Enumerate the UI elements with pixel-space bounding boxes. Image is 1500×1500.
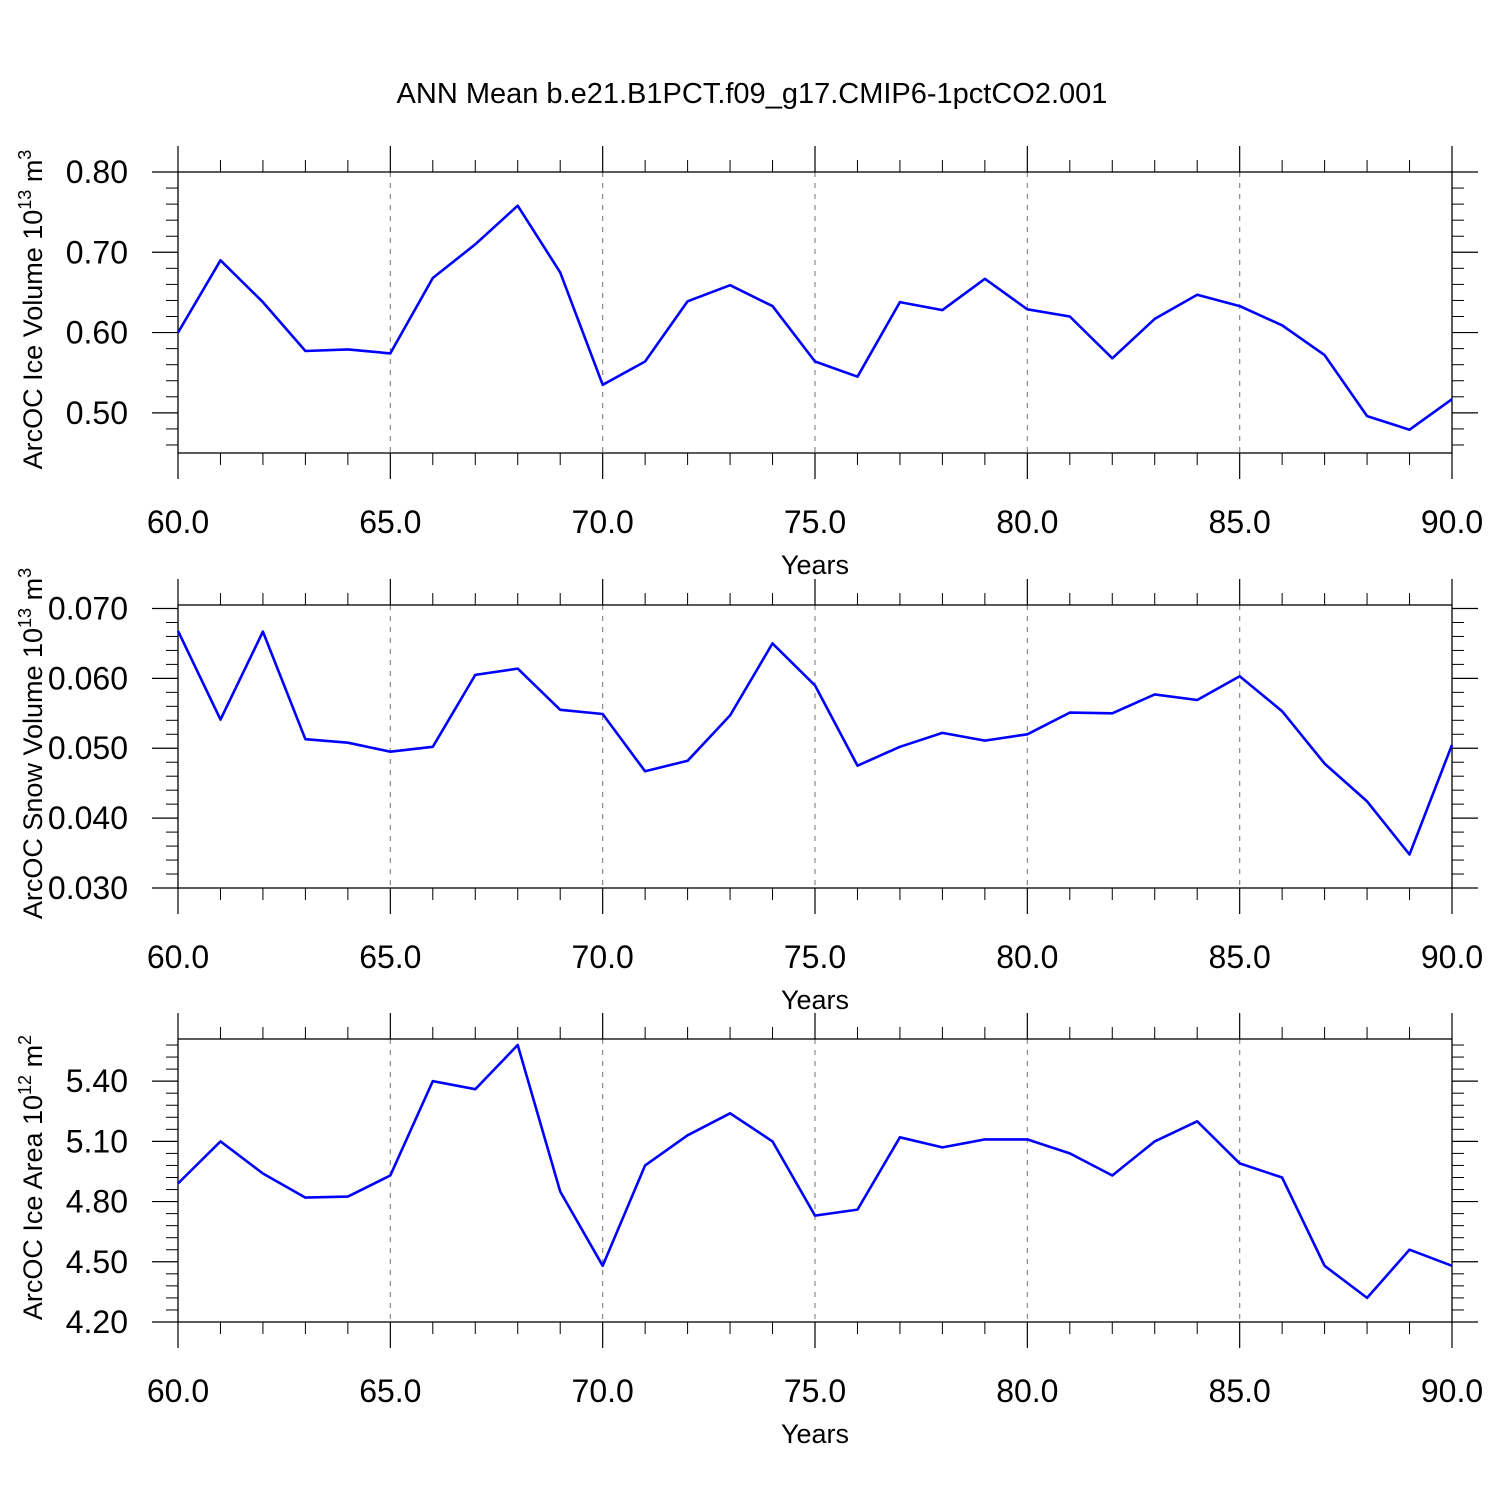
- y-axis-label-part: m: [18, 578, 48, 608]
- y-tick-label: 0.030: [48, 870, 128, 906]
- x-tick-label: 75.0: [784, 939, 846, 975]
- y-tick-label: 4.50: [66, 1244, 128, 1280]
- x-tick-label: 80.0: [996, 939, 1058, 975]
- y-axis-label-part: ArcOC Snow Volume 10: [18, 628, 48, 919]
- y-tick-label: 5.10: [66, 1123, 128, 1159]
- x-axis-label: Years: [781, 550, 849, 580]
- plot-frame: [177, 171, 1453, 454]
- y-axis-label-superscript: 3: [15, 150, 35, 160]
- x-tick-label: 65.0: [359, 504, 421, 540]
- x-tick-label: 90.0: [1421, 939, 1483, 975]
- y-tick-label: 4.20: [66, 1304, 128, 1340]
- y-axis-label-part: ArcOC Ice Area 10: [18, 1095, 48, 1320]
- plot-frame: [177, 1038, 1453, 1323]
- y-tick-label: 0.040: [48, 800, 128, 836]
- x-tick-label: 90.0: [1421, 1373, 1483, 1409]
- x-tick-label: 85.0: [1209, 939, 1271, 975]
- series-line: [176, 630, 1454, 856]
- x-tick-label: 80.0: [996, 1373, 1058, 1409]
- x-tick-label: 75.0: [784, 1373, 846, 1409]
- y-axis-label-superscript: 12: [15, 1075, 35, 1095]
- x-tick-label: 60.0: [147, 1373, 209, 1409]
- y-axis-label-part: ArcOC Ice Volume 10: [18, 210, 48, 470]
- y-axis-label-superscript: 3: [15, 568, 35, 578]
- x-tick-label: 85.0: [1209, 504, 1271, 540]
- panel-3: 60.0 65.0 70.0 75.0 80.0 85.0 90.0 Years 4.20 4.5…: [15, 1013, 1483, 1449]
- panel-2: 60.0 65.0 70.0 75.0 80.0 85.0 90.0 Years 0.030 0.…: [15, 568, 1483, 1015]
- y-axis-label-superscript: 13: [15, 608, 35, 628]
- y-tick-label: 0.060: [48, 660, 128, 696]
- y-tick-label: 0.60: [66, 315, 128, 351]
- x-tick-label: 85.0: [1209, 1373, 1271, 1409]
- panels: 60.0 65.0 70.0 75.0 80.0 85.0 90.0 Years 0.50 0.6…: [15, 146, 1483, 1449]
- y-tick-label: 0.070: [48, 590, 128, 626]
- x-tick-label: 80.0: [996, 504, 1058, 540]
- y-tick-label: 0.050: [48, 730, 128, 766]
- y-axis-label-superscript: 2: [15, 1035, 35, 1045]
- y-tick-label: 0.80: [66, 154, 128, 190]
- chart-title: ANN Mean b.e21.B1PCT.f09_g17.CMIP6-1pctC…: [397, 78, 1108, 110]
- x-axis-label: Years: [781, 1419, 849, 1449]
- y-axis-label-superscript: 13: [15, 190, 35, 210]
- x-tick-label: 70.0: [572, 1373, 634, 1409]
- series-line: [176, 204, 1453, 432]
- x-axis-label: Years: [781, 985, 849, 1015]
- y-tick-label: 0.70: [66, 234, 128, 270]
- x-tick-label: 90.0: [1421, 504, 1483, 540]
- x-tick-label: 70.0: [572, 939, 634, 975]
- x-tick-label: 65.0: [359, 1373, 421, 1409]
- x-tick-label: 65.0: [359, 939, 421, 975]
- y-tick-label: 5.40: [66, 1063, 128, 1099]
- x-tick-label: 70.0: [572, 504, 634, 540]
- series-line: [177, 1043, 1453, 1300]
- x-tick-label: 75.0: [784, 504, 846, 540]
- y-axis-label: ArcOC Ice Area 1012 m2: [15, 1035, 48, 1320]
- y-axis-label-part: m: [18, 160, 48, 190]
- y-axis-label: ArcOC Ice Volume 1013 m3: [15, 150, 48, 470]
- y-tick-label: 0.50: [66, 395, 128, 431]
- y-axis-label: ArcOC Snow Volume 1013 m3: [15, 568, 48, 919]
- x-tick-label: 60.0: [147, 504, 209, 540]
- y-tick-label: 4.80: [66, 1184, 128, 1220]
- y-axis-label-part: m: [18, 1045, 48, 1075]
- x-tick-label: 60.0: [147, 939, 209, 975]
- panel-1: 60.0 65.0 70.0 75.0 80.0 85.0 90.0 Years 0.50 0.6…: [15, 146, 1483, 580]
